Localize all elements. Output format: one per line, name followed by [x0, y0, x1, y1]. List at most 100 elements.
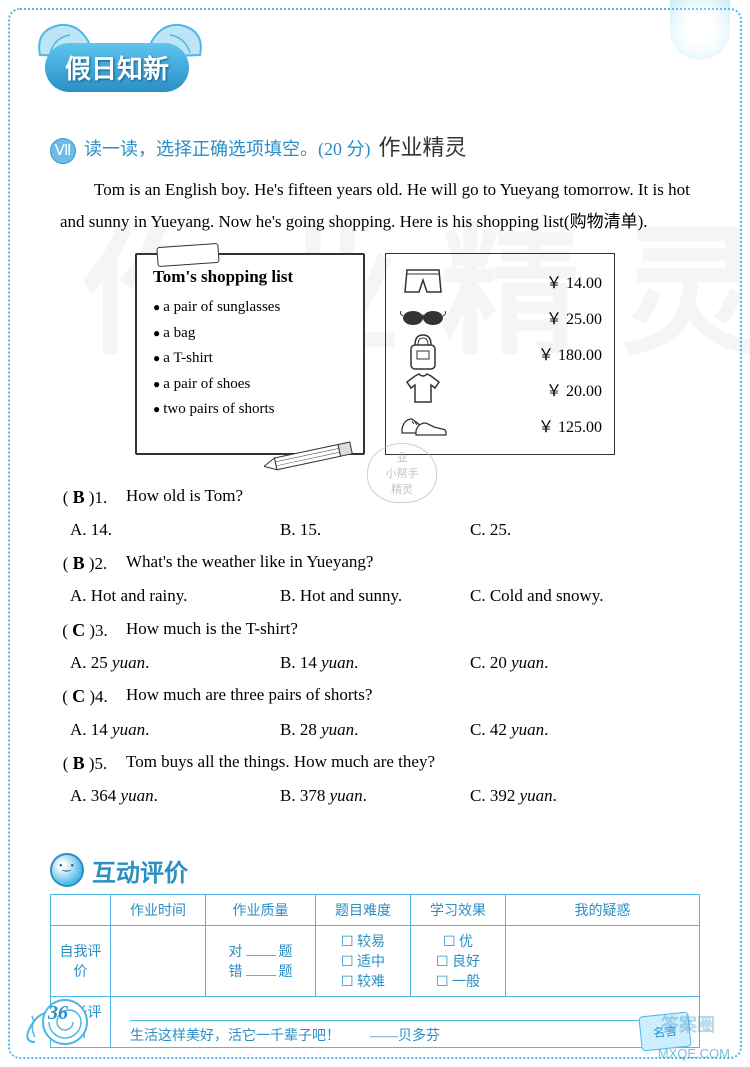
sunglasses-icon	[398, 300, 448, 334]
col-header: 作业时间	[111, 894, 206, 925]
cell-effect[interactable]: 优 良好 一般	[411, 925, 506, 996]
option-c[interactable]: C. 392 yuan.	[470, 780, 700, 812]
helper-stamp: 业 小帮手 精灵	[367, 443, 437, 503]
stamp-line: 精灵	[391, 481, 413, 497]
quote-author: ——贝多芬	[370, 1025, 440, 1045]
answer-paren[interactable]: ( B )2.	[50, 546, 120, 580]
table-row: 自我评价 对题 错题 较易 适中 较难 优 良好 一般	[51, 925, 700, 996]
price-row: ￥ 125.00	[398, 408, 602, 442]
reading-passage: Tom is an English boy. He's fifteen year…	[60, 174, 690, 239]
price-label: ￥ 14.00	[546, 269, 602, 293]
logo-text: 假日知新	[45, 43, 189, 92]
handwritten-note: 作业精灵	[379, 130, 467, 162]
shopping-figure: Tom's shopping list a pair of sunglasses…	[50, 253, 700, 455]
options-row: A. 14. B. 15. C. 25.	[50, 514, 700, 546]
watermark-logo: 答案圈	[661, 1011, 715, 1037]
option-c[interactable]: C. 20 yuan.	[470, 647, 700, 679]
logo-banner: 假日知新	[30, 15, 210, 95]
shorts-icon	[398, 264, 448, 298]
option-c[interactable]: C. 42 yuan.	[470, 714, 700, 746]
price-row: ￥ 20.00	[398, 372, 602, 406]
sun-decoration	[670, 0, 730, 60]
price-label: ￥ 20.00	[546, 377, 602, 401]
cell-doubt[interactable]	[506, 925, 700, 996]
quote-text: 生活这样美好，活它一千辈子吧！	[130, 1025, 340, 1045]
price-label: ￥ 25.00	[546, 305, 602, 329]
options-row: A. Hot and rainy. B. Hot and sunny. C. C…	[50, 580, 700, 612]
answer-paren[interactable]: ( B )5.	[50, 746, 120, 780]
question-text: How much is the T-shirt?	[126, 613, 700, 647]
price-card: ￥ 14.00 ￥ 25.00 ￥ 180.00 ￥ 20.00	[385, 253, 615, 455]
option-a[interactable]: A. 14 yuan.	[70, 714, 280, 746]
list-item: two pairs of shorts	[153, 397, 347, 423]
price-label: ￥ 180.00	[538, 341, 602, 365]
answer-paren[interactable]: ( B )1.	[50, 480, 120, 514]
list-title: Tom's shopping list	[153, 267, 347, 287]
list-items: a pair of sunglasses a bag a T-shirt a p…	[153, 295, 347, 423]
bag-icon	[398, 336, 448, 370]
option-b[interactable]: B. 15.	[280, 514, 470, 546]
page-number: 36	[48, 1002, 68, 1025]
handwritten-answer: B	[73, 753, 85, 773]
shoes-icon	[398, 408, 448, 442]
handwritten-answer: C	[72, 620, 85, 640]
price-row: ￥ 180.00	[398, 336, 602, 370]
list-item: a pair of sunglasses	[153, 295, 347, 321]
table-row: 作业时间 作业质量 题目难度 学习效果 我的疑惑	[51, 894, 700, 925]
list-item: a T-shirt	[153, 346, 347, 372]
content-area: 作业精灵 Ⅶ 读一读，选择正确选项填空。(20 分) 作业精灵 Tom is a…	[50, 130, 700, 1048]
question-row: ( B )5. Tom buys all the things. How muc…	[50, 746, 700, 780]
section-instruction: 读一读，选择正确选项填空。(20 分)	[84, 135, 371, 161]
watermark-url: MXQE.COM	[658, 1046, 730, 1061]
questions-block: ( B )1. How old is Tom? A. 14. B. 15. C.…	[50, 480, 700, 813]
globe-icon	[50, 853, 84, 887]
question-row: ( B )2. What's the weather like in Yueya…	[50, 546, 700, 580]
cell-difficulty[interactable]: 较易 适中 较难	[316, 925, 411, 996]
question-row: ( C )3. How much is the T-shirt?	[50, 613, 700, 647]
stamp-line: 业	[397, 449, 408, 465]
stamp-line: 小帮手	[386, 465, 419, 481]
option-b[interactable]: B. 28 yuan.	[280, 714, 470, 746]
page-footer: 36 生活这样美好，活它一千辈子吧！ ——贝多芬 名言 答案圈 MXQE.COM	[0, 987, 750, 1067]
section-header: Ⅶ 读一读，选择正确选项填空。(20 分) 作业精灵	[50, 130, 700, 164]
option-a[interactable]: A. 25 yuan.	[70, 647, 280, 679]
cell-quality[interactable]: 对题 错题	[206, 925, 316, 996]
answer-paren[interactable]: ( C )3.	[50, 613, 120, 647]
footer-quote: 生活这样美好，活它一千辈子吧！ ——贝多芬	[130, 1020, 690, 1045]
options-row: A. 25 yuan. B. 14 yuan. C. 20 yuan.	[50, 647, 700, 679]
option-b[interactable]: B. Hot and sunny.	[280, 580, 470, 612]
col-header: 题目难度	[316, 894, 411, 925]
option-a[interactable]: A. Hot and rainy.	[70, 580, 280, 612]
option-b[interactable]: B. 378 yuan.	[280, 780, 470, 812]
col-header: 作业质量	[206, 894, 316, 925]
col-header: 学习效果	[411, 894, 506, 925]
options-row: A. 14 yuan. B. 28 yuan. C. 42 yuan.	[50, 714, 700, 746]
col-header	[51, 894, 111, 925]
question-row: ( C )4. How much are three pairs of shor…	[50, 679, 700, 713]
option-b[interactable]: B. 14 yuan.	[280, 647, 470, 679]
price-row: ￥ 25.00	[398, 300, 602, 334]
eval-header: 互动评价	[50, 853, 700, 888]
price-row: ￥ 14.00	[398, 264, 602, 298]
question-text: How much are three pairs of shorts?	[126, 679, 700, 713]
option-a[interactable]: A. 14.	[70, 514, 280, 546]
col-header: 我的疑惑	[506, 894, 700, 925]
list-item: a bag	[153, 321, 347, 347]
option-a[interactable]: A. 364 yuan.	[70, 780, 280, 812]
answer-paren[interactable]: ( C )4.	[50, 679, 120, 713]
option-c[interactable]: C. Cold and snowy.	[470, 580, 700, 612]
question-text: Tom buys all the things. How much are th…	[126, 746, 700, 780]
option-c[interactable]: C. 25.	[470, 514, 700, 546]
options-row: A. 364 yuan. B. 378 yuan. C. 392 yuan.	[50, 780, 700, 812]
snail-icon	[20, 982, 130, 1052]
tshirt-icon	[398, 372, 448, 406]
section-number-badge: Ⅶ	[50, 138, 76, 164]
eval-title: 互动评价	[92, 853, 188, 888]
handwritten-answer: B	[73, 487, 85, 507]
list-item: a pair of shoes	[153, 372, 347, 398]
question-text: What's the weather like in Yueyang?	[126, 546, 700, 580]
handwritten-answer: C	[72, 686, 85, 706]
price-label: ￥ 125.00	[538, 413, 602, 437]
pencil-icon	[262, 437, 354, 475]
shopping-list-card: Tom's shopping list a pair of sunglasses…	[135, 253, 365, 455]
